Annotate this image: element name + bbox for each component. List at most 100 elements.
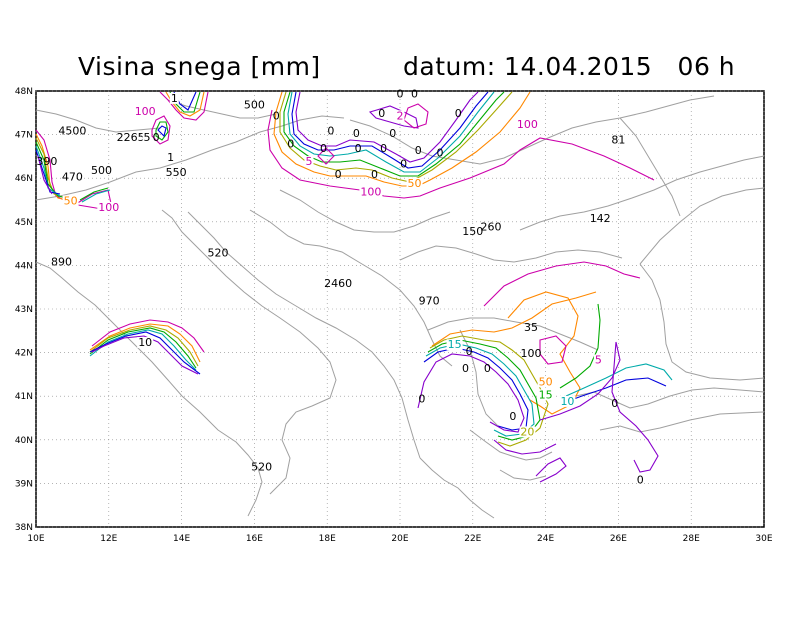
contour-label-bg <box>395 110 405 122</box>
contour-label-bg <box>537 389 554 401</box>
lat-tick-label: 47N <box>15 131 33 141</box>
contour-label: 5 <box>306 155 313 168</box>
snow-depth-value: 390 <box>36 155 57 168</box>
snow-depth-value: 890 <box>51 255 72 268</box>
contour-label-bg <box>519 426 536 438</box>
contour-label-bg <box>593 354 603 366</box>
snow-depth-value: 0 <box>389 127 396 140</box>
contour-label: 5 <box>595 354 602 367</box>
contour-label-bg <box>142 132 152 144</box>
contour-label: 50 <box>64 194 78 207</box>
snow-depth-value: 100 <box>521 347 542 360</box>
contour-label: 15 <box>448 338 462 351</box>
snow-depth-value: 81 <box>611 133 625 146</box>
lon-tick-label: 24E <box>537 534 554 544</box>
snow-depth-value: 0 <box>153 131 160 144</box>
lon-tick-label: 14E <box>173 534 190 544</box>
lat-tick-label: 45N <box>15 218 33 228</box>
contour-label-bg <box>304 156 314 168</box>
contour-100-west <box>35 129 113 211</box>
lat-tick-label: 41N <box>15 392 33 402</box>
snow-depth-value: 1 <box>167 151 174 164</box>
coastlines <box>35 95 765 519</box>
lon-tick-label: 20E <box>391 534 408 544</box>
snow-depth-value: 500 <box>91 164 112 177</box>
snow-depth-value: 0 <box>509 410 516 423</box>
contour-apennines <box>91 319 205 353</box>
lat-tick-label: 40N <box>15 436 33 446</box>
lat-tick-label: 43N <box>15 305 33 315</box>
snow-depth-value: 150 <box>462 225 483 238</box>
snow-depth-value: 35 <box>524 321 538 334</box>
contour-label: 15 <box>539 388 553 401</box>
snow-depth-value: 0 <box>320 142 327 155</box>
snow-depth-value: 0 <box>437 146 444 159</box>
contour-label: 10 <box>560 395 574 408</box>
contour-label-bg <box>359 186 383 198</box>
contour-label: 2 <box>397 109 404 122</box>
contour-label-bg <box>133 105 157 117</box>
map-date-title: datum: 14.04.2015 06 h <box>403 52 736 81</box>
snow-depth-value: 0 <box>371 168 378 181</box>
lat-tick-label: 42N <box>15 349 33 359</box>
snow-depth-value: 0 <box>484 362 491 375</box>
snow-depth-value: 0 <box>418 393 425 406</box>
contour-100-balkans <box>483 261 641 307</box>
contour-label: 1 <box>171 92 178 105</box>
contour-100-pannonia <box>267 109 655 199</box>
lon-tick-label: 10E <box>27 534 44 544</box>
lat-tick-label: 38N <box>15 523 33 533</box>
snow-depth-value: 0 <box>400 157 407 170</box>
snow-depth-value: 260 <box>481 221 502 234</box>
contour-label-bg <box>446 339 463 351</box>
snow-depth-value: 0 <box>327 125 334 138</box>
contour-label: 100 <box>135 105 156 118</box>
snow-depth-value: 0 <box>455 107 462 120</box>
snow-depth-value: 0 <box>466 345 473 358</box>
snow-depth-value: 2460 <box>324 277 352 290</box>
graticule <box>35 90 765 528</box>
snow-depth-value: 520 <box>251 460 272 473</box>
lon-tick-label: 28E <box>683 534 700 544</box>
contour-50-west <box>35 133 77 203</box>
snow-depth-value: 520 <box>208 247 229 260</box>
snow-depth-value: 500 <box>244 98 265 111</box>
snow-depth-value: 0 <box>355 142 362 155</box>
contour-label: 20 <box>520 425 534 438</box>
lat-tick-label: 48N <box>15 87 33 97</box>
snow-depth-value: 0 <box>397 88 404 101</box>
contour-label: 50 <box>408 177 422 190</box>
snow-depth-value: 0 <box>380 142 387 155</box>
contour-label-bg <box>559 395 576 407</box>
snow-depth-value: 2265 <box>117 131 145 144</box>
map-labels: 10E 12E 14E 16E 18E 20E 22E 24E 26E 28E 30E 38N 39N 4… <box>15 87 773 544</box>
contour-label-bg <box>169 92 179 104</box>
contour-label: 100 <box>517 118 538 131</box>
snow-depth-value: 0 <box>411 88 418 101</box>
snow-depth-value: 0 <box>611 397 618 410</box>
contour-1-west <box>37 155 53 195</box>
snow-depth-value: 0 <box>637 473 644 486</box>
lon-tick-label: 18E <box>319 534 336 544</box>
lat-tick-label: 39N <box>15 479 33 489</box>
snow-depth-value: 970 <box>419 295 440 308</box>
snow-depth-value: 0 <box>462 362 469 375</box>
map-title: Visina snega [mm] <box>78 52 321 81</box>
lon-tick-label: 22E <box>464 534 481 544</box>
snow-depth-value: 550 <box>166 166 187 179</box>
contour-label-bg <box>406 177 423 189</box>
contour-label: 100 <box>98 201 119 214</box>
lon-tick-label: 12E <box>100 534 117 544</box>
snow-depth-value: 4500 <box>58 125 86 138</box>
snow-depth-value: 0 <box>273 109 280 122</box>
contour-label-bg <box>537 376 554 388</box>
snow-depth-value: 0 <box>335 168 342 181</box>
contour-label: 10 <box>138 336 152 349</box>
snow-depth-value: 470 <box>62 170 83 183</box>
snow-depth-value: 142 <box>590 212 611 225</box>
contour-label-bg <box>97 201 121 213</box>
snow-depth-value: 0 <box>378 107 385 120</box>
snow-depth-value: 0 <box>415 144 422 157</box>
contour-10-west <box>35 145 61 197</box>
